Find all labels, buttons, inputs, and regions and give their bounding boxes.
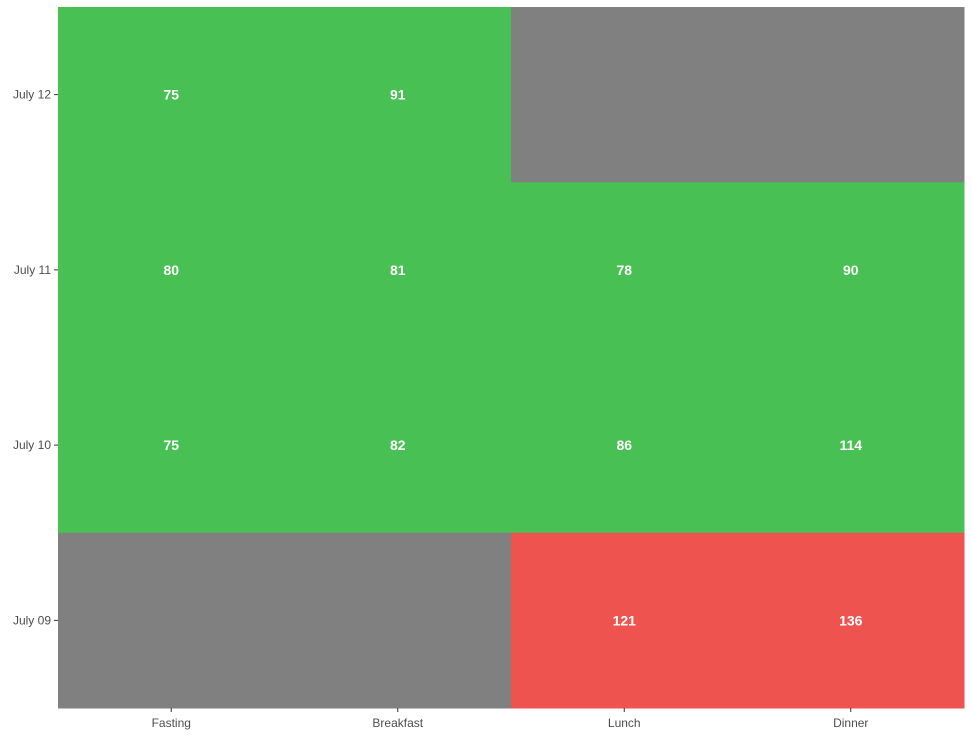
heatmap-cells <box>58 7 965 709</box>
cell-value-july-11-lunch: 78 <box>616 262 632 278</box>
cell-value-july-09-dinner: 136 <box>839 612 863 628</box>
cell-july-09-fasting <box>58 532 285 709</box>
heatmap-cell-labels: 75 91 80 81 78 90 75 82 86 114 121 136 <box>163 87 862 629</box>
x-tick-label-dinner: Dinner <box>833 716 868 730</box>
cell-july-12-breakfast <box>284 7 512 183</box>
y-tick-label-july-10: July 10 <box>13 438 51 452</box>
y-axis: July 12 July 11 July 10 July 09 <box>13 88 58 627</box>
cell-value-july-10-breakfast: 82 <box>390 437 406 453</box>
cell-july-10-fasting <box>58 357 285 534</box>
cell-value-july-12-fasting: 75 <box>163 87 179 103</box>
cell-value-july-12-breakfast: 91 <box>390 87 406 103</box>
x-tick-label-breakfast: Breakfast <box>372 716 423 730</box>
cell-july-09-lunch <box>511 532 738 709</box>
cell-value-july-10-fasting: 75 <box>163 437 179 453</box>
cell-july-11-lunch <box>511 182 738 358</box>
cell-july-10-dinner <box>737 357 965 534</box>
cell-july-09-breakfast <box>284 532 512 709</box>
cell-july-12-fasting <box>58 7 285 183</box>
cell-value-july-11-fasting: 80 <box>163 262 179 278</box>
cell-july-11-fasting <box>58 182 285 358</box>
cell-value-july-10-lunch: 86 <box>616 437 632 453</box>
cell-value-july-09-lunch: 121 <box>613 612 637 628</box>
x-axis: Fasting Breakfast Lunch Dinner <box>152 708 868 730</box>
cell-july-12-dinner <box>737 7 965 183</box>
cell-july-10-lunch <box>511 357 738 534</box>
cell-value-july-11-breakfast: 81 <box>390 262 406 278</box>
x-tick-label-fasting: Fasting <box>152 716 191 730</box>
y-tick-label-july-11: July 11 <box>14 263 51 277</box>
cell-july-09-dinner <box>737 532 965 709</box>
y-tick-label-july-12: July 12 <box>13 88 51 102</box>
cell-value-july-11-dinner: 90 <box>843 262 859 278</box>
cell-value-july-10-dinner: 114 <box>839 437 862 453</box>
cell-july-12-lunch <box>511 7 738 183</box>
y-tick-label-july-09: July 09 <box>13 613 51 627</box>
cell-july-11-dinner <box>737 182 965 358</box>
cell-july-11-breakfast <box>284 182 512 358</box>
x-tick-label-lunch: Lunch <box>608 716 641 730</box>
cell-july-10-breakfast <box>284 357 512 534</box>
